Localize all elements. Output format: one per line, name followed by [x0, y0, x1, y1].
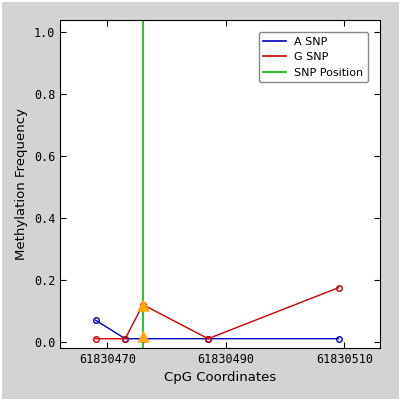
Point	[140, 332, 146, 339]
X-axis label: CpG Coordinates: CpG Coordinates	[164, 372, 276, 384]
Point	[140, 302, 146, 308]
Y-axis label: Methylation Frequency: Methylation Frequency	[15, 108, 28, 260]
Legend: A SNP, G SNP, SNP Position: A SNP, G SNP, SNP Position	[259, 32, 368, 82]
